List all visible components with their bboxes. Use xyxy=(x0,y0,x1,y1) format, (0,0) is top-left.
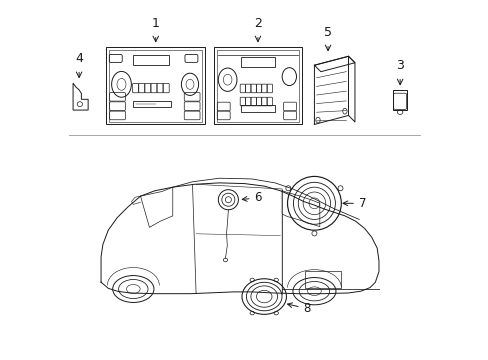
Text: 1: 1 xyxy=(151,17,160,30)
Text: 6: 6 xyxy=(242,192,262,204)
Bar xyxy=(133,101,171,107)
Bar xyxy=(217,50,298,122)
Bar xyxy=(106,47,204,125)
Bar xyxy=(392,90,406,110)
Bar xyxy=(305,271,341,288)
Text: 8: 8 xyxy=(287,302,310,315)
Text: 5: 5 xyxy=(324,26,331,39)
Bar xyxy=(214,47,301,125)
Bar xyxy=(109,50,202,122)
Text: 4: 4 xyxy=(75,52,83,65)
Bar xyxy=(133,55,169,65)
Text: 2: 2 xyxy=(253,17,262,30)
Bar xyxy=(241,105,274,112)
Text: 3: 3 xyxy=(395,59,403,72)
Bar xyxy=(241,57,274,67)
Text: 7: 7 xyxy=(343,197,366,210)
